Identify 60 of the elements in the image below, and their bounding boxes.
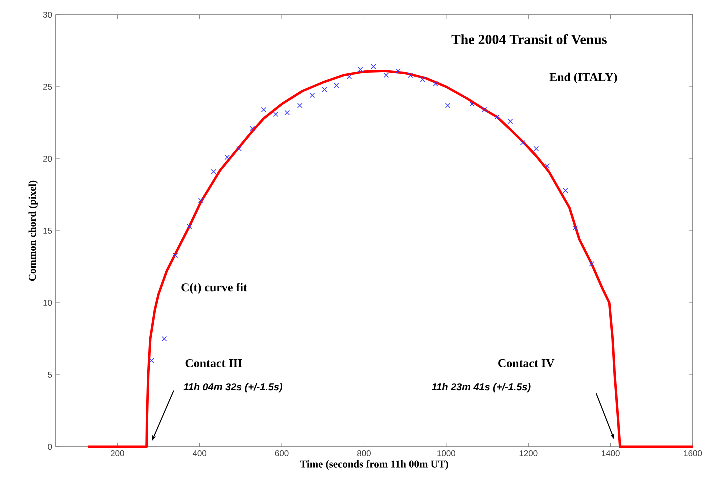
point [544, 164, 550, 169]
x-tick-label: 1000 [438, 450, 456, 457]
point [224, 154, 230, 160]
point [198, 198, 204, 204]
annotation: 11h 23m 41s (+/-1.5s) [432, 383, 531, 393]
y-tick-label: 30 [43, 12, 52, 18]
annotation: C(t) curve fit [182, 283, 248, 294]
point [172, 252, 178, 258]
line-series [86, 70, 694, 448]
point [534, 146, 540, 152]
point [162, 336, 168, 342]
annotation: 11h 04m 32s (+/-1.5s) [184, 383, 283, 393]
x-tick-label: 200 [111, 450, 124, 457]
x-tick-label: 800 [358, 450, 371, 457]
point [508, 118, 514, 124]
point [284, 110, 290, 116]
point [186, 224, 192, 230]
point [322, 87, 328, 92]
point [261, 107, 267, 113]
point [346, 74, 352, 80]
point [482, 107, 488, 113]
y-tick-label: 20 [43, 156, 52, 162]
point [298, 103, 303, 108]
x-tick-label: 1200 [520, 450, 538, 457]
point [433, 82, 438, 87]
x-tick-label: 1400 [602, 450, 620, 457]
annotation: Contact IV [498, 359, 555, 368]
x-tick-label: 1600 [684, 450, 702, 457]
point [358, 67, 364, 72]
y-axis-title: Common chord (pixel) [28, 180, 38, 282]
point [384, 72, 390, 78]
x-tick-label: 600 [275, 450, 289, 457]
point [470, 102, 475, 107]
point [445, 103, 451, 108]
text: The 2004 Transit of Venus [452, 34, 607, 44]
y-tick-label: 0 [48, 444, 52, 450]
point [408, 72, 414, 78]
point [371, 64, 376, 70]
x-tick-label: 400 [192, 450, 207, 457]
point [310, 93, 316, 98]
point [589, 262, 595, 267]
point [396, 68, 401, 74]
point [250, 126, 256, 132]
y-tick-label: 25 [43, 84, 52, 90]
point [572, 226, 578, 231]
text: End (ITALY) [550, 72, 618, 84]
point [149, 358, 154, 364]
point [520, 140, 526, 146]
point [334, 82, 340, 88]
point [236, 146, 242, 152]
y-tick-label: 15 [44, 228, 52, 234]
x-axis-title: Time (seconds from 11h 00m UT) [300, 460, 448, 470]
y-tick-label: 10 [44, 300, 52, 306]
point [211, 169, 216, 175]
point [562, 188, 568, 194]
point [273, 112, 278, 117]
point [420, 77, 426, 82]
point [494, 114, 500, 120]
annotation: Contact III [186, 359, 242, 368]
y-tick-label: 5 [48, 372, 52, 378]
